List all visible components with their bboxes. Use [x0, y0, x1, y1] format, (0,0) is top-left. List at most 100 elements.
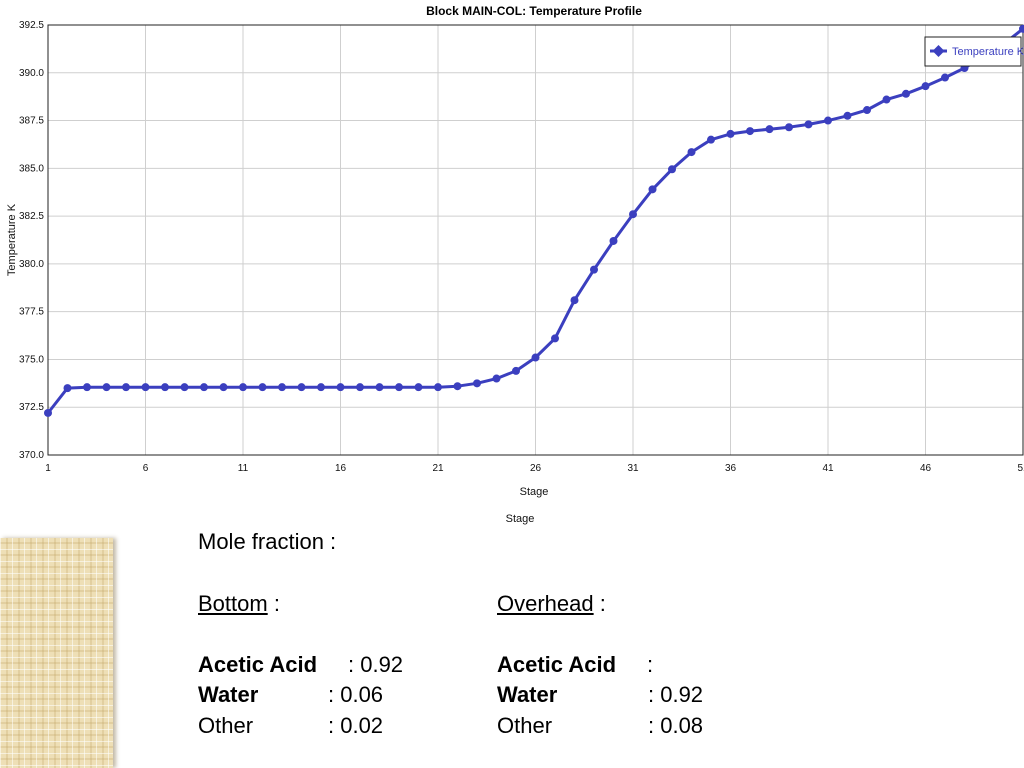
data-point [317, 383, 325, 392]
overhead-heading-suffix: : [593, 591, 606, 616]
mole-fraction-heading: Mole fraction : [198, 529, 337, 554]
data-point [453, 382, 462, 391]
bottom-other-label: Other [198, 713, 254, 738]
data-point [239, 383, 247, 392]
y-axis-label: Temperature K [6, 203, 18, 276]
x-tick-label: 1 [45, 463, 51, 474]
data-point [375, 383, 384, 392]
overhead-water-label: Water [497, 682, 558, 707]
overhead-acetic-acid-label: Acetic Acid [497, 652, 617, 677]
overhead-heading: Overhead : [497, 589, 606, 619]
bottom-heading: Bottom : [198, 589, 280, 619]
data-point [746, 127, 754, 136]
y-tick-label: 382.5 [19, 211, 44, 222]
data-point [180, 383, 189, 392]
y-tick-label: 385.0 [19, 163, 44, 174]
x-tick-label: 51 [1017, 463, 1024, 474]
data-point [395, 383, 403, 392]
data-point [668, 165, 676, 174]
overhead-water-value: : 0.92 [648, 682, 704, 707]
chart-title: Block MAIN-COL: Temperature Profile [426, 4, 642, 18]
data-point [278, 383, 286, 392]
data-point [629, 210, 637, 219]
x-tick-label: 36 [725, 463, 737, 474]
bottom-heading-label: Bottom [198, 591, 268, 616]
x-axis-ticks: 16111621263136414651 [45, 463, 1024, 474]
data-point [804, 120, 813, 129]
decorative-texture-panel [0, 538, 113, 768]
data-point [1019, 24, 1024, 33]
overhead-acetic-acid-value: : [647, 652, 654, 677]
x-tick-label: 16 [335, 463, 347, 474]
data-point [473, 379, 481, 388]
data-point [824, 116, 832, 125]
data-point [609, 236, 618, 245]
y-tick-label: 372.5 [19, 402, 44, 413]
data-point [687, 148, 696, 157]
temperature-profile-chart: Block MAIN-COL: Temperature Profile 370.… [6, 4, 1024, 525]
bottom-acetic-acid-label: Acetic Acid [198, 652, 318, 677]
legend-marker [932, 45, 945, 57]
y-tick-label: 377.5 [19, 307, 44, 318]
y-tick-label: 390.0 [19, 68, 44, 79]
data-point [785, 123, 793, 132]
data-point [590, 265, 598, 274]
y-tick-label: 387.5 [19, 116, 44, 127]
data-point [863, 106, 871, 115]
x-tick-label: 46 [920, 463, 932, 474]
data-point [648, 185, 657, 194]
x-tick-label: 41 [822, 463, 834, 474]
data-point [570, 296, 579, 305]
data-point [258, 383, 267, 392]
legend-label: Temperature K [952, 46, 1024, 58]
data-point [356, 383, 364, 392]
x-axis-label-secondary: Stage [506, 513, 535, 525]
data-point [219, 383, 228, 392]
data-point [492, 374, 501, 383]
data-point [726, 129, 735, 138]
data-point [941, 73, 949, 82]
data-point [200, 383, 208, 392]
data-point [336, 383, 345, 392]
data-point [902, 89, 910, 98]
data-point [531, 353, 540, 362]
y-axis-ticks: 370.0 372.5 375.0 377.5 380.0 382.5 385.0 387.5… [19, 20, 44, 461]
data-point [434, 383, 442, 392]
bottom-acetic-acid-value: : 0.92 [348, 652, 404, 677]
legend: Temperature K [924, 36, 1024, 67]
y-tick-label: 380.0 [19, 259, 44, 270]
data-point [512, 366, 520, 375]
data-point [921, 82, 930, 91]
overhead-other-label: Other [497, 713, 553, 738]
plot-area-border [47, 24, 1024, 456]
y-tick-label: 392.5 [19, 20, 44, 31]
y-tick-label: 375.0 [19, 354, 44, 365]
data-point [122, 383, 130, 392]
x-tick-label: 21 [432, 463, 444, 474]
data-point [414, 383, 423, 392]
data-point [765, 125, 774, 134]
chart-grid [47, 24, 1024, 456]
data-point [297, 383, 306, 392]
overhead-heading-label: Overhead [497, 591, 594, 616]
x-axis-label: Stage [520, 486, 549, 498]
data-point [44, 408, 52, 417]
data-point [102, 383, 111, 392]
x-tick-label: 6 [143, 463, 149, 474]
series-temperature [44, 24, 1024, 417]
data-point [882, 95, 891, 104]
overhead-other-value: : 0.08 [648, 713, 704, 738]
bottom-other-value: : 0.02 [328, 713, 384, 738]
data-point [161, 383, 169, 392]
bottom-water-value: : 0.06 [328, 682, 384, 707]
x-tick-label: 11 [238, 463, 249, 474]
y-tick-label: 370.0 [19, 450, 44, 461]
data-point [83, 383, 91, 392]
bottom-water-label: Water [198, 682, 259, 707]
x-tick-label: 31 [627, 463, 639, 474]
data-point [707, 135, 715, 144]
data-point [843, 111, 852, 120]
data-point [551, 334, 559, 343]
x-tick-label: 26 [530, 463, 542, 474]
bottom-heading-suffix: : [267, 591, 280, 616]
